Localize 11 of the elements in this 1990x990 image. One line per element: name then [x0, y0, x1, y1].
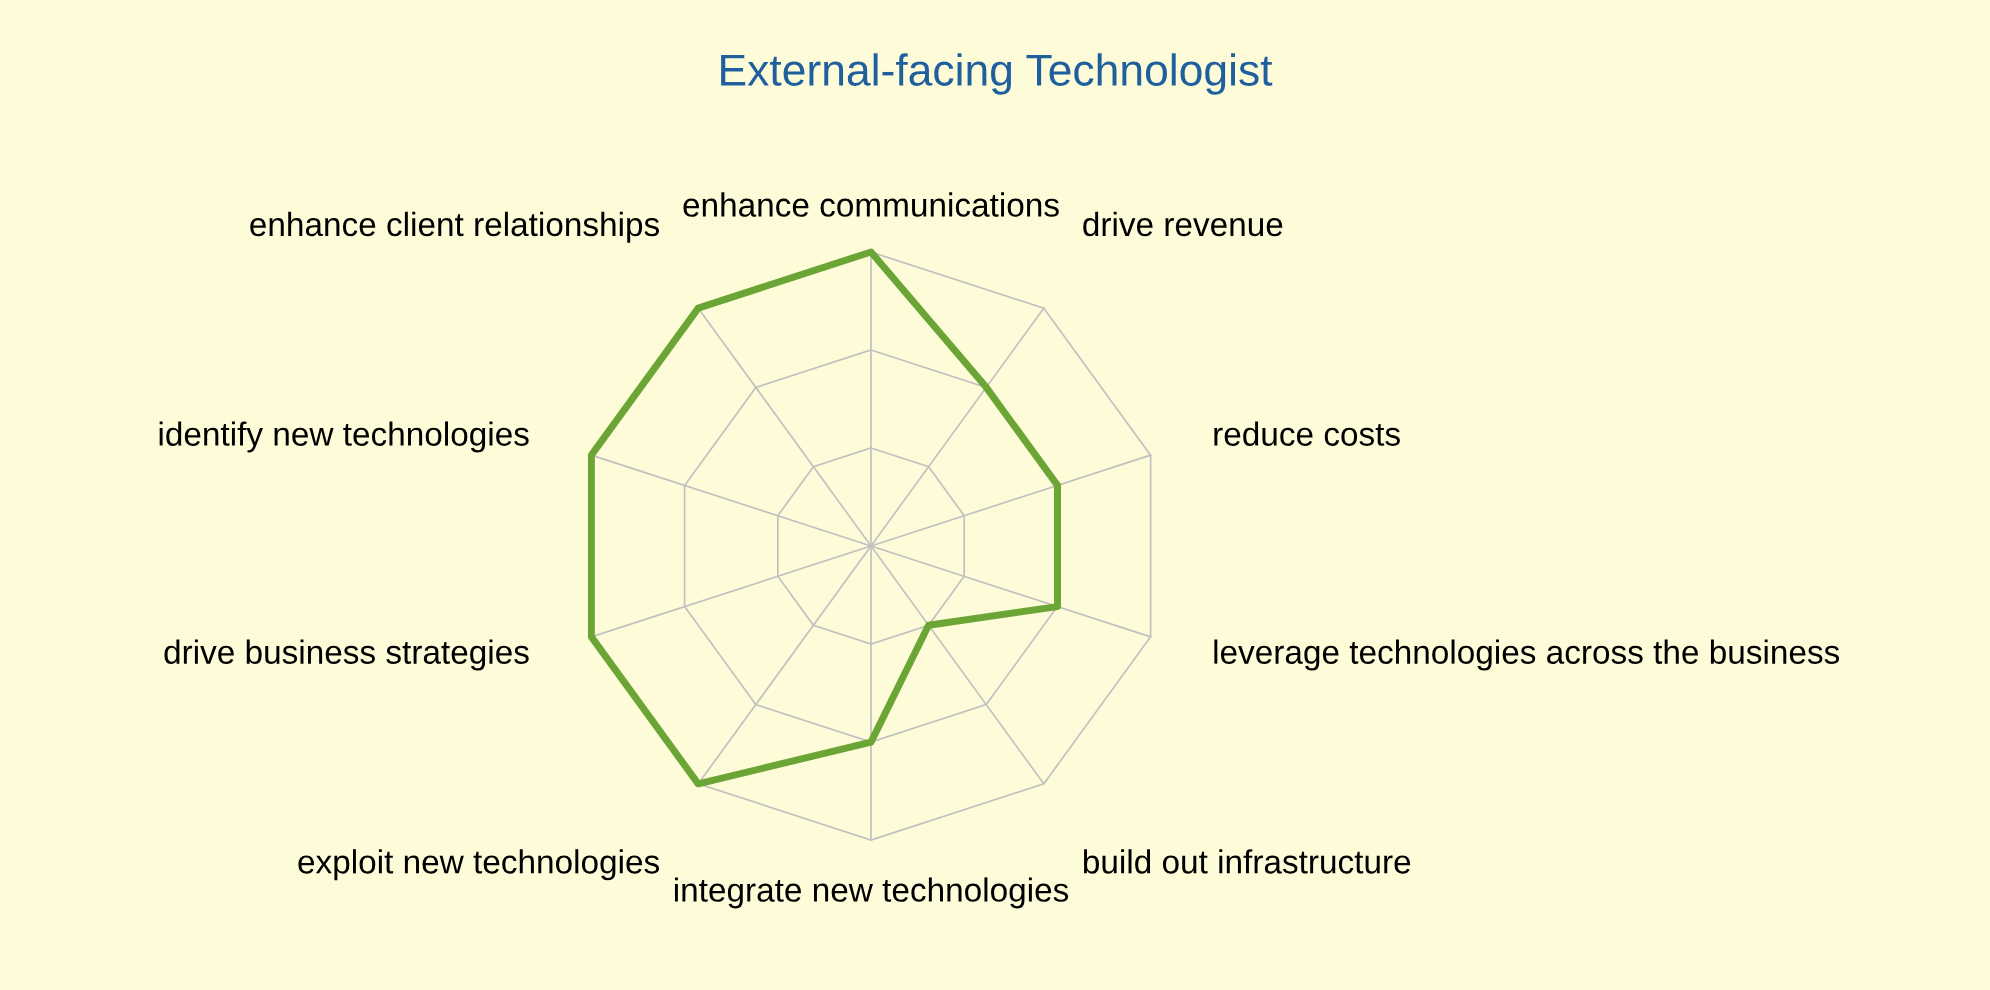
spoke-label: drive business strategies	[164, 639, 529, 671]
spoke-label: exploit new technologies	[298, 849, 659, 881]
spoke-label: enhance communications	[683, 192, 1059, 217]
chart-title: External-facing Technologist	[721, 53, 1273, 95]
spoke-label: enhance client relationships	[250, 211, 659, 243]
spoke-label: reduce costs	[1214, 421, 1400, 446]
spoke-label: integrate new technologies	[674, 877, 1069, 909]
spoke-label: identify new technologies	[159, 421, 529, 453]
spoke-label: build out infrastructure	[1083, 849, 1411, 874]
spoke-label: leverage technologies across the business	[1214, 639, 1840, 671]
spoke-label: drive revenue	[1083, 211, 1283, 237]
